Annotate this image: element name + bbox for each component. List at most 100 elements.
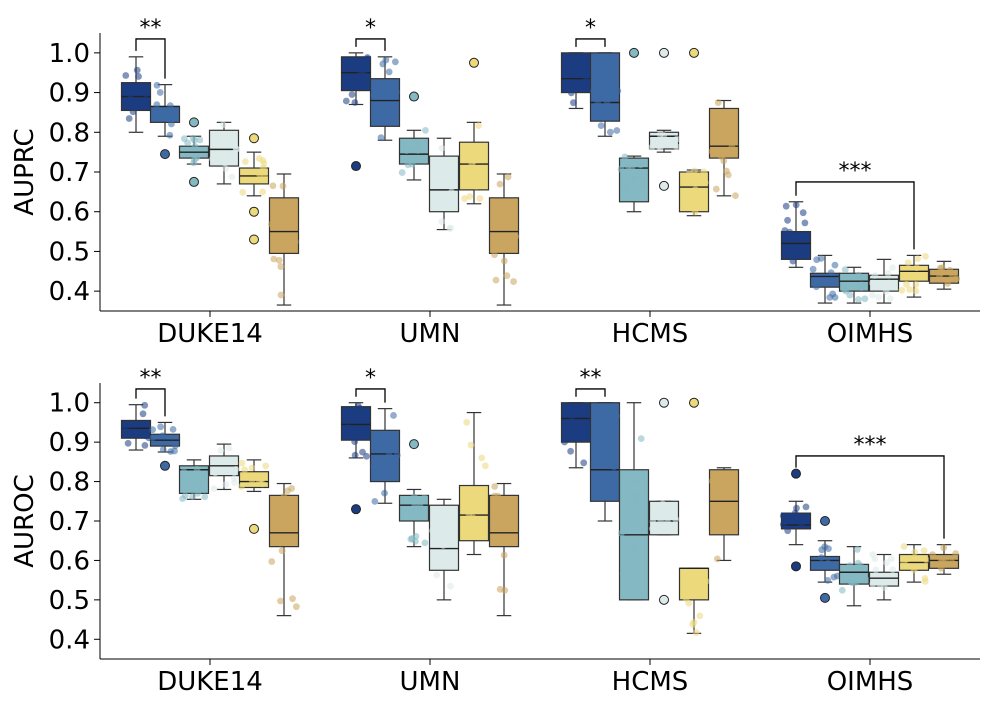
data-point [224,141,231,148]
x-tick-label: HCMS [612,319,689,349]
data-point [357,67,364,75]
data-point [609,446,617,453]
data-point [903,280,910,288]
data-point [630,478,638,486]
data-point [831,261,839,269]
data-point [937,564,945,572]
box-duke14-4 [238,133,270,245]
x-tick-label: OIMHS [827,667,914,697]
data-point [491,483,499,490]
data-point [391,58,399,66]
data-point [838,586,846,594]
data-point [853,546,861,553]
data-point [922,556,930,564]
box-hcms-4 [678,397,710,636]
box-oimhs-5 [928,544,960,575]
data-point [466,172,474,180]
data-point [194,489,202,497]
data-point [125,115,133,122]
data-point [685,599,693,607]
data-point [884,269,892,277]
data-point [655,142,663,150]
data-point [476,195,484,202]
data-point [613,412,621,420]
data-point [921,578,929,585]
data-point [491,251,498,259]
box-hcms-3 [648,47,681,191]
data-point [580,424,588,431]
significance-label: * [365,16,376,41]
data-point [370,463,378,471]
data-point [478,454,486,462]
data-point [222,165,230,172]
box-hcms-3 [648,397,680,605]
data-point [445,178,452,186]
data-point [855,296,862,303]
outlier-point [689,397,699,408]
data-point [124,428,132,436]
box-oimhs-3 [868,258,900,304]
data-point [602,54,610,62]
box-oimhs-4 [898,252,930,298]
data-point [831,293,839,301]
data-point [714,481,722,488]
data-point [819,562,826,569]
data-point [657,518,665,526]
data-point [697,579,704,586]
data-point [149,426,157,434]
data-point [691,186,699,193]
data-point [269,182,277,190]
data-point [946,266,954,274]
data-point [354,402,362,410]
y-tick-label: 0.4 [49,625,90,655]
box-hcms-1 [589,402,621,522]
data-point [460,528,468,536]
box-umn-5 [488,173,520,306]
data-point [279,182,287,190]
data-point [869,279,877,287]
data-point [882,288,890,296]
outlier-point [791,561,801,572]
data-point [159,111,167,118]
data-point [383,446,391,454]
data-point [889,264,896,272]
data-point [869,551,877,558]
outlier-point [160,460,170,471]
data-point [275,256,283,264]
data-point [841,266,849,274]
data-point [922,252,929,260]
data-point [621,186,629,194]
data-point [238,459,246,467]
box-umn-1 [369,56,401,142]
data-point [900,558,908,566]
data-point [846,291,854,299]
data-point [189,493,196,500]
data-point [719,485,727,493]
y-axis-title: AUROC [10,474,40,568]
data-point [390,412,397,419]
outlier-point [820,516,830,526]
box-umn-2 [398,91,430,181]
data-point [606,128,614,136]
data-point [863,576,871,584]
data-point [381,489,388,497]
significance-bracket [135,38,166,79]
data-point [650,521,657,529]
data-point [358,61,365,69]
y-tick-label: 0.8 [49,118,90,148]
box-oimhs-2 [838,266,870,304]
data-point [824,576,832,584]
data-point [351,99,359,106]
data-point [630,545,638,553]
box-umn-3 [428,498,460,601]
outlier-point [629,47,639,58]
significance-label: *** [839,159,872,184]
data-point [122,72,130,79]
data-point [141,442,149,449]
data-point [929,551,936,559]
box-body [268,494,300,548]
y-tick-label: 0.5 [49,586,90,616]
data-point [725,521,733,528]
data-point [637,161,645,169]
data-point [913,264,921,272]
